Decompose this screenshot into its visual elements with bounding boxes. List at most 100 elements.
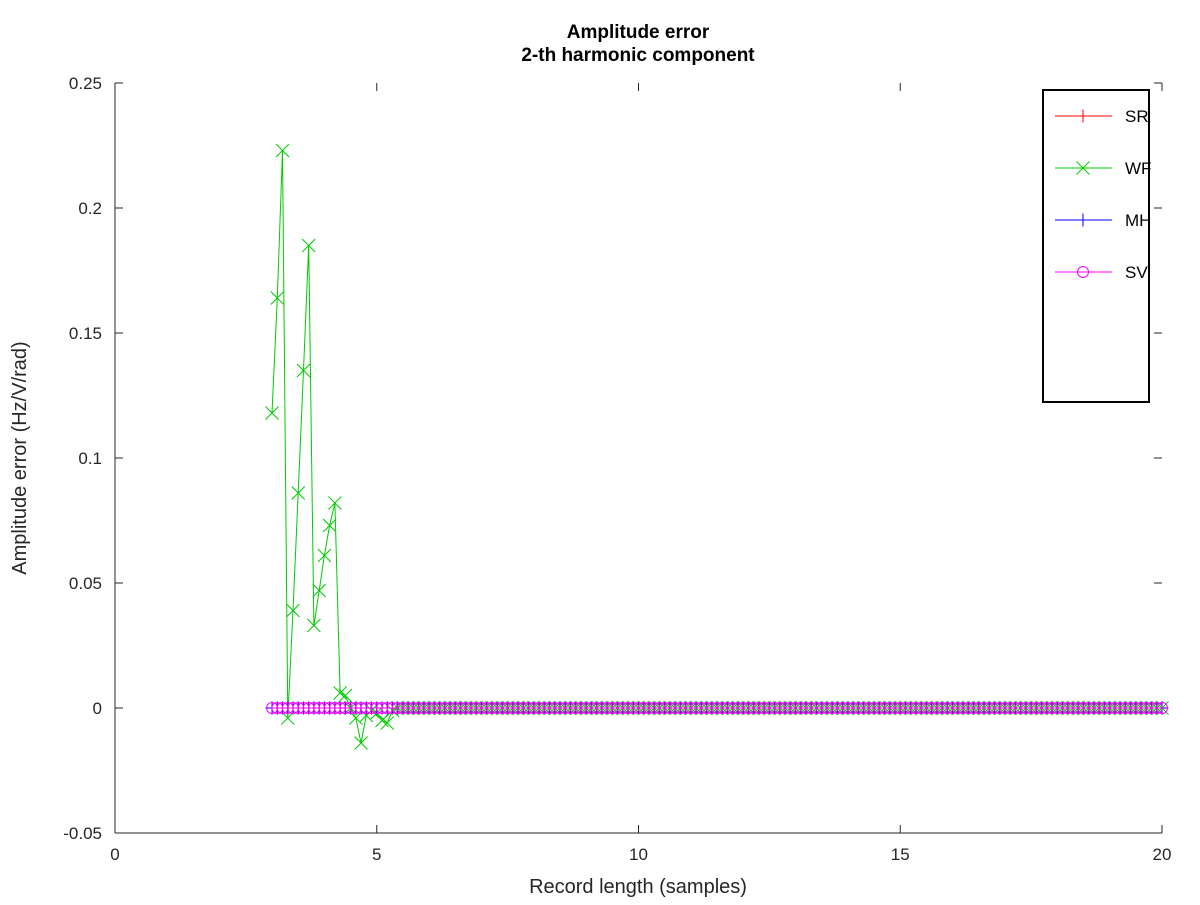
data-point-sv: [533, 702, 546, 714]
data-point-sv: [501, 702, 514, 714]
data-point-sv: [480, 702, 493, 714]
data-point-sv: [1072, 702, 1085, 714]
legend-marker-sv: [1077, 266, 1089, 278]
data-point-sv: [281, 702, 294, 714]
data-point-sv: [810, 702, 823, 714]
legend-label-mh: MH: [1125, 211, 1151, 230]
data-point-sv: [370, 702, 383, 714]
marker-stroke: [338, 688, 353, 703]
data-point-sv: [428, 702, 441, 714]
data-point-sv: [1129, 702, 1142, 714]
chart-subtitle: 2-th harmonic component: [521, 45, 755, 66]
data-point-sv: [752, 702, 765, 714]
axes: 0 5 10 15 20 -0.05 0 0.05 0.1 0.15 0.2 0.25: [63, 74, 1171, 864]
marker-stroke: [328, 496, 342, 510]
data-point-sv: [815, 702, 828, 714]
data-point-sv: [491, 702, 504, 714]
data-point-sv: [972, 702, 985, 714]
data-point-sv: [417, 702, 430, 714]
data-point-sv: [883, 702, 896, 714]
data-point-sv: [438, 702, 451, 714]
data-point-sv: [915, 702, 928, 714]
legend-label-sv: SV: [1125, 263, 1148, 282]
x-tick-label: 0: [110, 845, 119, 864]
data-point-sv: [642, 702, 655, 714]
marker-stroke: [270, 291, 285, 305]
data-point-sv: [606, 702, 619, 714]
data-point-sv: [1035, 702, 1048, 714]
data-point-sv: [836, 702, 849, 714]
data-point-sv: [1077, 702, 1090, 714]
data-point-wf: [307, 618, 321, 633]
data-point-sv: [391, 702, 404, 714]
data-point-sv: [1051, 702, 1064, 714]
data-point-sv: [1087, 702, 1100, 714]
data-point-sv: [857, 702, 870, 714]
x-tick-label: 10: [629, 845, 648, 864]
data-point-wf: [328, 496, 342, 510]
data-point-sv: [517, 702, 530, 714]
data-point-sv: [868, 702, 881, 714]
legend-label-wf: WF: [1125, 159, 1151, 178]
data-point-wf: [265, 406, 279, 420]
data-point-sv: [920, 702, 933, 714]
data-point-sv: [611, 702, 624, 714]
data-point-sv: [663, 702, 676, 714]
data-point-sv: [318, 702, 331, 714]
data-point-sv: [334, 702, 347, 714]
series-sv: [266, 702, 1168, 714]
data-point-sv: [559, 702, 572, 714]
data-point-sv: [339, 702, 352, 714]
data-point-sv: [669, 702, 682, 714]
data-point-sv: [805, 702, 818, 714]
data-point-sv: [307, 702, 320, 714]
data-point-sv: [653, 702, 666, 714]
data-point-sv: [1093, 702, 1106, 714]
data-point-sv: [444, 702, 457, 714]
data-point-wf: [333, 686, 347, 700]
data-point-sv: [962, 702, 975, 714]
data-point-sv: [276, 702, 289, 714]
data-point-sv: [841, 702, 854, 714]
data-point-sv: [292, 702, 305, 714]
data-point-sv: [1030, 702, 1043, 714]
data-point-sv: [1150, 702, 1163, 714]
data-point-sv: [402, 702, 415, 714]
data-point-sv: [826, 702, 839, 714]
data-point-wf: [286, 603, 300, 618]
data-point-sv: [449, 702, 462, 714]
data-point-sv: [595, 702, 608, 714]
data-point-sv: [386, 702, 399, 714]
data-point-sv: [328, 702, 341, 714]
y-axis-label: Amplitude error (Hz/V/rad): [9, 341, 31, 574]
data-point-sv: [1156, 702, 1168, 714]
data-point-sv: [747, 702, 760, 714]
data-point-sv: [454, 702, 467, 714]
data-point-wf: [322, 518, 337, 533]
data-point-sv: [464, 702, 477, 714]
data-point-sv: [946, 702, 959, 714]
data-point-sv: [553, 702, 566, 714]
data-point-sv: [679, 702, 692, 714]
data-point-sv: [998, 702, 1011, 714]
data-point-sv: [396, 702, 409, 714]
data-point-sv: [983, 702, 996, 714]
legend-marker-sr: [1076, 109, 1090, 123]
legend-entry-wf: WF: [1055, 159, 1151, 178]
data-point-sv: [375, 702, 388, 714]
data-point-sv: [569, 702, 582, 714]
data-point-sv: [674, 702, 687, 714]
y-tick-label: -0.05: [63, 824, 102, 843]
legend-marker-mh: [1076, 213, 1090, 227]
data-point-sv: [580, 702, 593, 714]
data-point-sv: [355, 702, 368, 714]
data-point-sv: [1082, 702, 1095, 714]
data-point-sv: [616, 702, 629, 714]
data-point-sv: [475, 702, 488, 714]
data-point-sv: [930, 702, 943, 714]
data-point-sv: [564, 702, 577, 714]
legend: SR WF MH SV: [1042, 89, 1151, 403]
data-point-sv: [731, 702, 744, 714]
data-point-sv: [637, 702, 650, 714]
